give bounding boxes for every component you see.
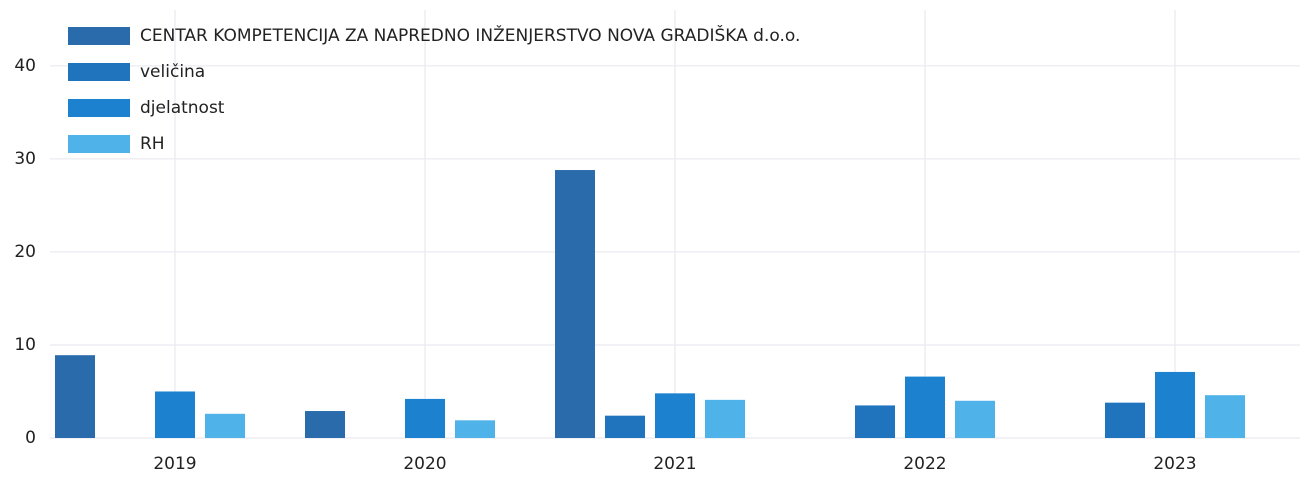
bar bbox=[305, 411, 345, 438]
bar bbox=[905, 376, 945, 438]
bar bbox=[555, 170, 595, 438]
bar bbox=[605, 415, 645, 438]
bar bbox=[705, 399, 745, 438]
legend-swatch bbox=[68, 99, 130, 117]
bar bbox=[405, 398, 445, 438]
legend-swatch bbox=[68, 27, 130, 45]
x-tick-label: 2020 bbox=[403, 454, 446, 474]
y-tick-label: 40 bbox=[14, 56, 36, 76]
bar bbox=[55, 355, 95, 438]
x-tick-label: 2022 bbox=[903, 454, 946, 474]
x-tick-label: 2019 bbox=[153, 454, 196, 474]
x-tick-label: 2021 bbox=[653, 454, 696, 474]
bar bbox=[205, 413, 245, 438]
bar bbox=[855, 405, 895, 438]
bar bbox=[1105, 402, 1145, 438]
legend-swatch bbox=[68, 135, 130, 153]
bar bbox=[655, 393, 695, 438]
y-tick-label: 30 bbox=[14, 149, 36, 169]
y-tick-label: 20 bbox=[14, 242, 36, 262]
legend-label: RH bbox=[140, 134, 165, 154]
legend-label: veličina bbox=[140, 62, 205, 82]
y-tick-label: 0 bbox=[25, 428, 36, 448]
x-tick-label: 2023 bbox=[1153, 454, 1196, 474]
bar bbox=[955, 400, 995, 438]
y-tick-label: 10 bbox=[14, 335, 36, 355]
bar bbox=[1205, 395, 1245, 438]
bar bbox=[1155, 371, 1195, 438]
legend-label: djelatnost bbox=[140, 98, 225, 118]
bar bbox=[155, 391, 195, 438]
legend-swatch bbox=[68, 63, 130, 81]
legend-label: CENTAR KOMPETENCIJA ZA NAPREDNO INŽENJER… bbox=[140, 24, 800, 46]
bar bbox=[455, 420, 495, 438]
